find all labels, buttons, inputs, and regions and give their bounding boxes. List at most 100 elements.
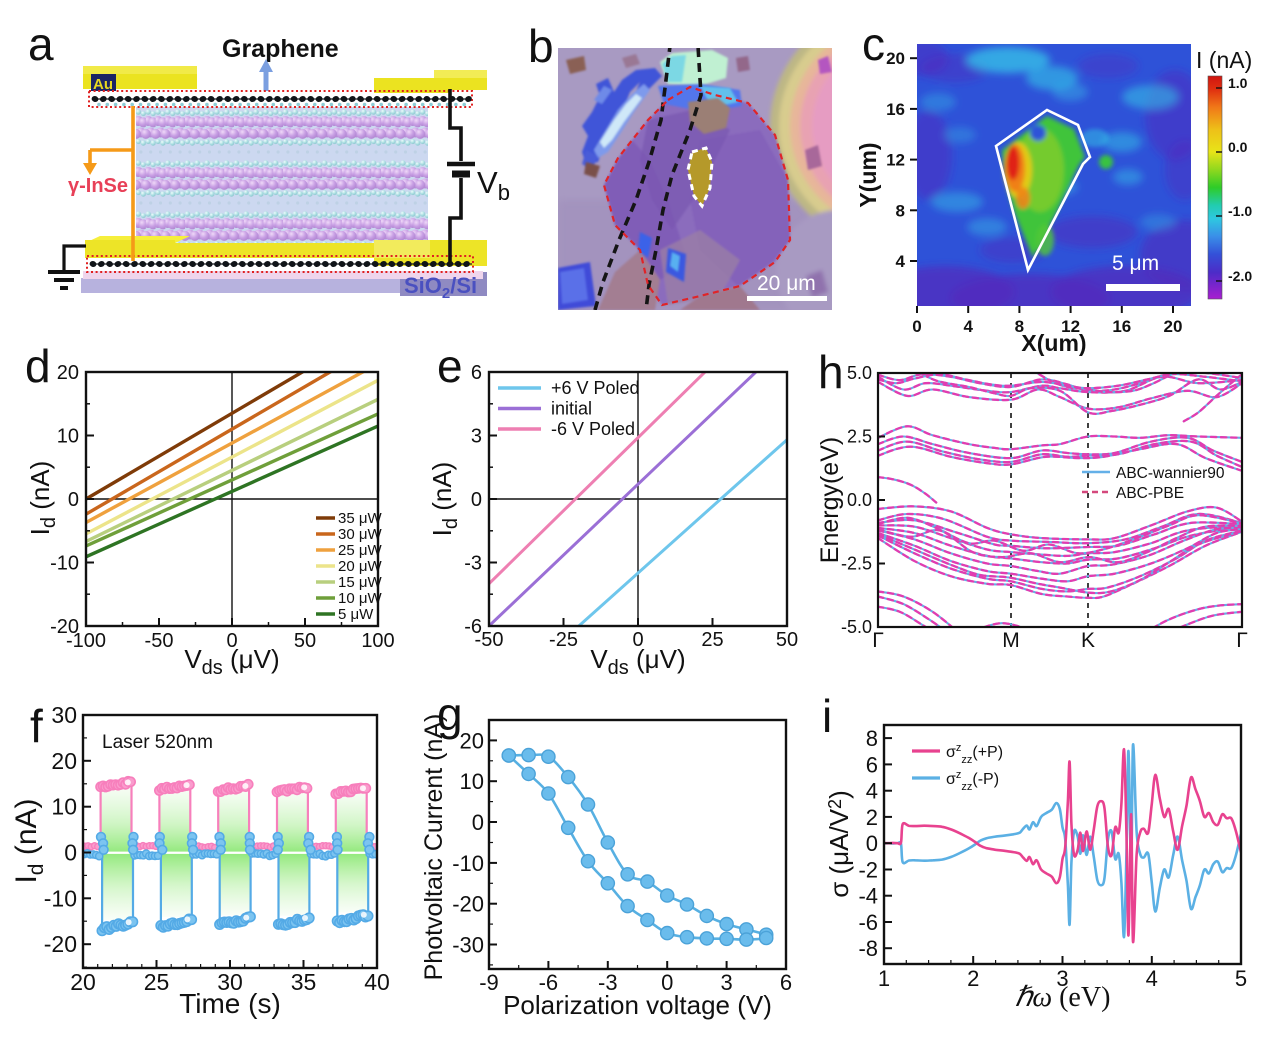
svg-text:50: 50 [776, 629, 798, 651]
svg-text:4: 4 [963, 317, 973, 336]
svg-text:-3: -3 [464, 553, 482, 575]
svg-text:4: 4 [1146, 966, 1158, 991]
svg-text:40: 40 [364, 969, 390, 995]
svg-text:6: 6 [780, 970, 792, 995]
svg-text:Vds (μV): Vds (μV) [184, 644, 279, 679]
svg-text:ABC-PBE: ABC-PBE [1116, 485, 1184, 502]
svg-text:Vds (μV): Vds (μV) [590, 644, 685, 679]
svg-text:8: 8 [896, 201, 905, 220]
svg-text:Γ: Γ [872, 629, 884, 652]
svg-text:Id (nA): Id (nA) [25, 461, 60, 536]
svg-text:Vb: Vb [477, 165, 510, 205]
svg-text:-10: -10 [452, 851, 484, 876]
svg-text:0.0: 0.0 [847, 490, 872, 510]
svg-text:a: a [28, 18, 54, 70]
svg-text:20: 20 [1164, 317, 1183, 336]
svg-text:ABC-wannier90: ABC-wannier90 [1116, 465, 1225, 482]
svg-text:+6 V Poled: +6 V Poled [551, 378, 640, 398]
svg-text:25 μW: 25 μW [338, 542, 382, 559]
svg-text:-8: -8 [858, 936, 878, 961]
svg-text:γ-InSe: γ-InSe [68, 175, 128, 197]
svg-text:Y(um): Y(um) [855, 142, 881, 207]
svg-text:20: 20 [460, 728, 484, 753]
svg-text:16: 16 [886, 100, 905, 119]
svg-text:-25: -25 [549, 629, 578, 651]
svg-text:8: 8 [1015, 317, 1024, 336]
svg-text:25: 25 [701, 629, 723, 651]
svg-text:-10: -10 [50, 553, 79, 575]
svg-text:0: 0 [912, 317, 921, 336]
svg-text:30: 30 [217, 969, 243, 995]
svg-text:4: 4 [866, 779, 878, 804]
svg-text:5: 5 [1235, 966, 1247, 991]
svg-text:Time (s): Time (s) [179, 988, 281, 1019]
svg-text:b: b [528, 20, 554, 72]
svg-text:-5.0: -5.0 [841, 617, 872, 637]
svg-text:35 μW: 35 μW [338, 510, 382, 527]
svg-text:Laser 520nm: Laser 520nm [102, 732, 213, 753]
svg-text:M: M [1002, 629, 1020, 652]
svg-text:20 μW: 20 μW [338, 558, 382, 575]
svg-text:6: 6 [471, 362, 482, 384]
svg-text:30: 30 [51, 702, 77, 728]
svg-text:20: 20 [70, 969, 96, 995]
svg-text:Polarization voltage (V): Polarization voltage (V) [503, 990, 772, 1020]
svg-text:-20: -20 [452, 892, 484, 917]
svg-text:σ (μA/V2): σ (μA/V2) [824, 790, 854, 898]
svg-text:-2: -2 [858, 858, 878, 883]
svg-text:2: 2 [967, 966, 979, 991]
svg-text:0.0: 0.0 [1228, 139, 1248, 155]
svg-text:16: 16 [1112, 317, 1131, 336]
svg-text:-20: -20 [50, 616, 79, 638]
svg-text:Photvoltaic Current (nA): Photvoltaic Current (nA) [420, 714, 448, 981]
svg-text:3: 3 [471, 426, 482, 448]
svg-text:σzzz(+P): σzzz(+P) [946, 742, 1003, 766]
svg-text:-6: -6 [539, 970, 559, 995]
svg-text:8: 8 [866, 726, 878, 751]
svg-text:4: 4 [896, 252, 906, 271]
svg-text:X(um): X(um) [1021, 330, 1086, 356]
svg-text:0: 0 [226, 630, 237, 652]
svg-text:15 μW: 15 μW [338, 574, 382, 591]
svg-text:2.5: 2.5 [847, 427, 872, 447]
svg-text:-2.0: -2.0 [1228, 268, 1252, 284]
svg-text:10: 10 [460, 769, 484, 794]
svg-text:5.0: 5.0 [847, 363, 872, 383]
svg-text:Id (nA): Id (nA) [427, 462, 462, 537]
svg-text:e: e [437, 340, 463, 392]
svg-text:0: 0 [68, 489, 79, 511]
svg-text:-1.0: -1.0 [1228, 203, 1252, 219]
svg-text:25: 25 [144, 969, 170, 995]
svg-text:-6: -6 [464, 616, 482, 638]
svg-text:i: i [822, 690, 832, 742]
svg-text:-10: -10 [44, 885, 77, 911]
svg-text:0: 0 [64, 840, 77, 866]
svg-text:5 μm: 5 μm [1112, 252, 1159, 275]
svg-text:ℏω (eV): ℏω (eV) [1015, 982, 1111, 1013]
svg-text:initial: initial [551, 399, 592, 419]
svg-text:-6: -6 [858, 910, 878, 935]
svg-text:-3: -3 [598, 970, 618, 995]
svg-text:-20: -20 [44, 931, 77, 957]
svg-text:5 μW: 5 μW [338, 606, 374, 623]
svg-text:10 μW: 10 μW [338, 590, 382, 607]
svg-text:3: 3 [720, 970, 732, 995]
svg-text:-6 V Poled: -6 V Poled [551, 419, 635, 439]
svg-text:30 μW: 30 μW [338, 526, 382, 543]
svg-text:12: 12 [886, 151, 905, 170]
svg-text:20: 20 [886, 49, 905, 68]
svg-text:3: 3 [1056, 966, 1068, 991]
svg-text:2: 2 [866, 805, 878, 830]
svg-text:-100: -100 [66, 630, 106, 652]
svg-text:Energy(eV): Energy(eV) [816, 437, 844, 563]
svg-text:20: 20 [51, 748, 77, 774]
svg-text:d: d [25, 340, 51, 392]
svg-text:100: 100 [361, 630, 394, 652]
svg-text:-50: -50 [475, 629, 504, 651]
svg-text:h: h [818, 346, 844, 398]
svg-text:Id (nA): Id (nA) [10, 798, 48, 883]
svg-text:35: 35 [291, 969, 317, 995]
svg-text:Graphene: Graphene [222, 35, 339, 63]
svg-text:f: f [30, 700, 43, 752]
svg-text:0: 0 [632, 629, 643, 651]
